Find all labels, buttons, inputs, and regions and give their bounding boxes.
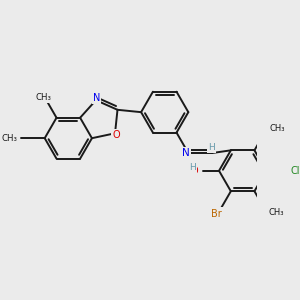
Text: H: H [189, 164, 196, 172]
Text: H: H [208, 143, 215, 152]
Text: CH₃: CH₃ [269, 124, 285, 133]
Text: Cl: Cl [291, 166, 300, 176]
Text: N: N [182, 148, 189, 158]
Text: O: O [190, 166, 198, 176]
Text: N: N [93, 93, 100, 103]
Text: O: O [112, 130, 120, 140]
Text: CH₃: CH₃ [268, 208, 284, 217]
Text: CH₃: CH₃ [35, 93, 52, 102]
Text: CH₃: CH₃ [2, 134, 17, 143]
Text: Br: Br [211, 208, 222, 219]
